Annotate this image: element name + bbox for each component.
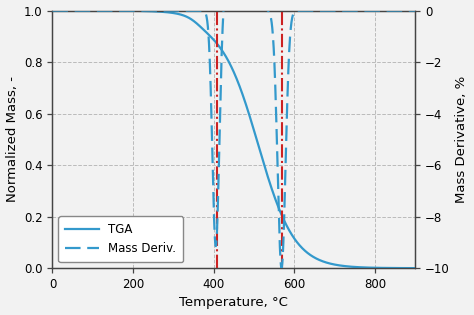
Legend: TGA, Mass Deriv.: TGA, Mass Deriv. [58, 216, 183, 262]
Y-axis label: Normalized Mass, -: Normalized Mass, - [6, 76, 18, 202]
X-axis label: Temperature, °C: Temperature, °C [180, 296, 288, 309]
Y-axis label: Mass Derivative, %: Mass Derivative, % [456, 76, 468, 203]
